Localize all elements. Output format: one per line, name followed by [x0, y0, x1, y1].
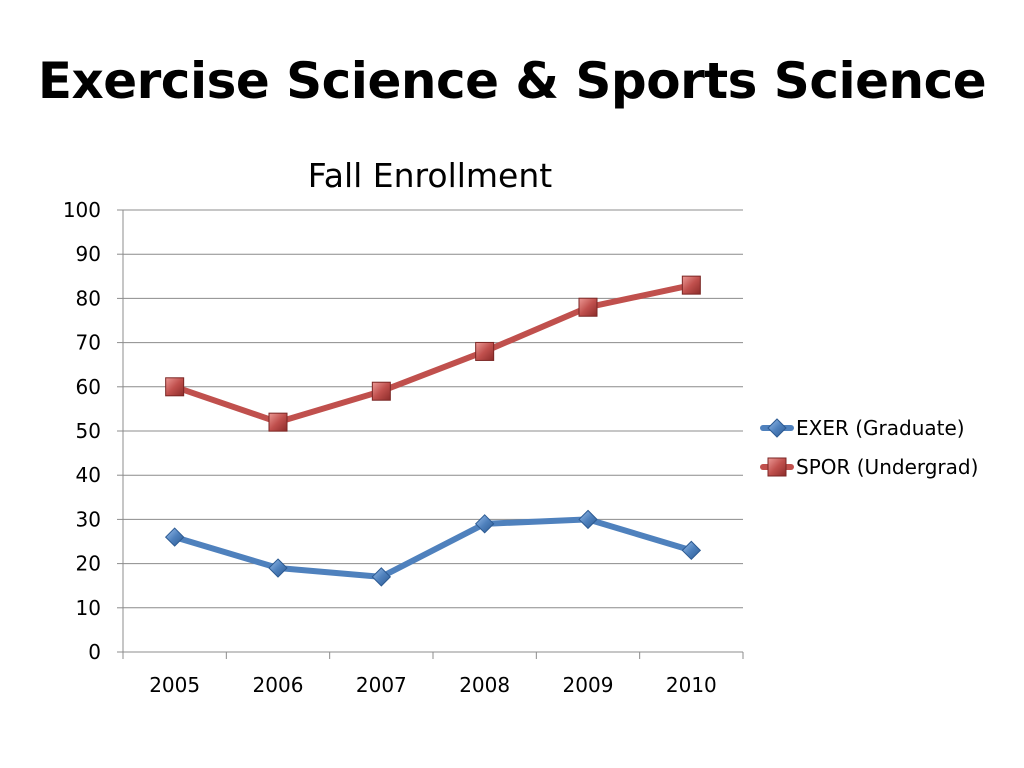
- legend: EXER (Graduate) SPOR (Undergrad): [760, 416, 978, 479]
- x-tick-label: 2008: [459, 673, 510, 697]
- legend-marker: [767, 457, 787, 477]
- x-tick-label: 2005: [149, 673, 200, 697]
- data-point: [681, 275, 701, 295]
- chart-title: Fall Enrollment: [308, 156, 552, 195]
- y-tick-label: 0: [88, 640, 101, 664]
- series-group: [164, 275, 702, 587]
- y-tick-label: 50: [76, 419, 101, 443]
- data-point: [578, 297, 598, 317]
- data-point: [681, 540, 702, 561]
- x-tick-label: 2009: [563, 673, 614, 697]
- x-tick-label: 2006: [253, 673, 304, 697]
- data-point: [165, 377, 185, 397]
- y-tick-label: 70: [76, 331, 101, 355]
- y-tick-label: 10: [76, 596, 101, 620]
- data-point: [578, 509, 598, 530]
- x-tick-label: 2007: [356, 673, 407, 697]
- legend-label: EXER (Graduate): [796, 416, 965, 440]
- y-tick-label: 100: [63, 198, 101, 222]
- data-point: [371, 381, 391, 401]
- x-tick-label: 2010: [666, 673, 717, 697]
- series-0: [164, 509, 702, 587]
- data-point: [164, 527, 185, 547]
- series-line: [171, 516, 695, 580]
- axes: 0 10 20 30 40 50 60 70 80 90 100 2005 2006 2007 2008 20…: [63, 198, 744, 697]
- data-point: [474, 514, 495, 534]
- y-tick-label: 30: [76, 507, 101, 531]
- y-tick-label: 60: [76, 375, 101, 399]
- data-point: [268, 412, 288, 432]
- gridlines: [123, 209, 743, 609]
- series-line: [171, 282, 695, 426]
- legend-entry: EXER (Graduate): [760, 416, 965, 440]
- data-point: [268, 558, 288, 578]
- legend-entry: SPOR (Undergrad): [760, 455, 978, 479]
- series-1: [165, 275, 701, 432]
- y-tick-label: 20: [76, 552, 101, 576]
- legend-label: SPOR (Undergrad): [796, 455, 978, 479]
- y-tick-label: 40: [76, 463, 101, 487]
- data-point: [475, 341, 495, 361]
- slide-title: Exercise Science & Sports Science: [37, 52, 987, 110]
- y-tick-label: 90: [76, 242, 101, 266]
- data-point: [371, 567, 392, 587]
- y-tick-label: 80: [76, 286, 101, 310]
- legend-marker: [767, 418, 787, 438]
